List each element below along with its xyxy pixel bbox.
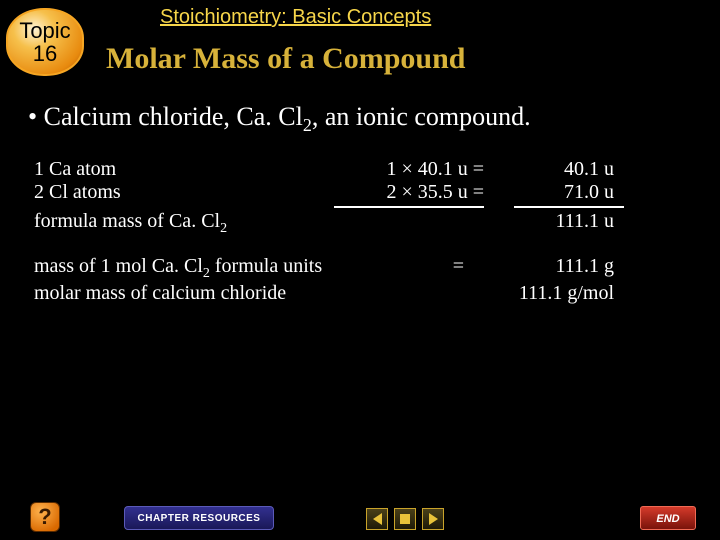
rule-right xyxy=(514,206,624,208)
r4-left-a: mass of 1 mol Ca. Cl xyxy=(34,255,203,277)
calc-row-5: molar mass of calcium chloride 111.1 g/m… xyxy=(34,282,694,305)
r4-right: 111.1 g xyxy=(494,255,614,282)
r4-left: mass of 1 mol Ca. Cl2 formula units xyxy=(34,255,404,282)
r3-right: 111.1 u xyxy=(494,210,614,237)
bullet-text: • Calcium chloride, Ca. Cl2, an ionic co… xyxy=(28,102,531,136)
bullet-sub: 2 xyxy=(303,115,312,135)
r1-mid: 1 × 40.1 u = xyxy=(334,158,494,181)
page-title: Molar Mass of a Compound xyxy=(106,42,465,76)
r5-right: 111.1 g/mol xyxy=(494,282,614,305)
triangle-right-icon xyxy=(429,513,438,525)
topic-label: Topic xyxy=(19,19,70,42)
rule-mid xyxy=(334,206,484,208)
nav-next-button[interactable] xyxy=(422,508,444,530)
nav-group xyxy=(366,508,444,530)
bullet-suffix: , an ionic compound. xyxy=(312,102,531,131)
calc-row-1: 1 Ca atom 1 × 40.1 u = 40.1 u xyxy=(34,158,694,181)
triangle-left-icon xyxy=(373,513,382,525)
chapter-resources-button[interactable]: CHAPTER RESOURCES xyxy=(124,506,274,530)
breadcrumb-link[interactable]: Stoichiometry: Basic Concepts xyxy=(160,6,431,29)
r4-left-sub: 2 xyxy=(203,266,210,281)
r2-left: 2 Cl atoms xyxy=(34,181,334,204)
calc-row-3: formula mass of Ca. Cl2 111.1 u xyxy=(34,210,694,237)
r2-mid: 2 × 35.5 u = xyxy=(334,181,494,204)
bullet-prefix: • Calcium chloride, Ca. Cl xyxy=(28,102,303,131)
calc-row-2: 2 Cl atoms 2 × 35.5 u = 71.0 u xyxy=(34,181,694,204)
square-stop-icon xyxy=(400,514,410,524)
topic-badge: Topic 16 xyxy=(6,8,84,76)
calc-row-4: mass of 1 mol Ca. Cl2 formula units = 11… xyxy=(34,255,694,282)
r5-left: molar mass of calcium chloride xyxy=(34,282,404,305)
r4-eq: = xyxy=(404,255,494,282)
r4-left-b: formula units xyxy=(210,255,322,277)
topic-number: 16 xyxy=(33,42,57,65)
r3-left: formula mass of Ca. Cl2 xyxy=(34,210,334,237)
r3-left-sub: 2 xyxy=(220,221,227,236)
nav-prev-button[interactable] xyxy=(366,508,388,530)
r2-right: 71.0 u xyxy=(494,181,614,204)
help-button[interactable]: ? xyxy=(30,502,60,532)
r1-left: 1 Ca atom xyxy=(34,158,334,181)
nav-stop-button[interactable] xyxy=(394,508,416,530)
calculation-block: 1 Ca atom 1 × 40.1 u = 40.1 u 2 Cl atoms… xyxy=(34,158,694,305)
bottom-bar: ? CHAPTER RESOURCES END xyxy=(0,496,720,540)
end-button[interactable]: END xyxy=(640,506,696,530)
r1-right: 40.1 u xyxy=(494,158,614,181)
r3-left-a: formula mass of Ca. Cl xyxy=(34,210,220,232)
